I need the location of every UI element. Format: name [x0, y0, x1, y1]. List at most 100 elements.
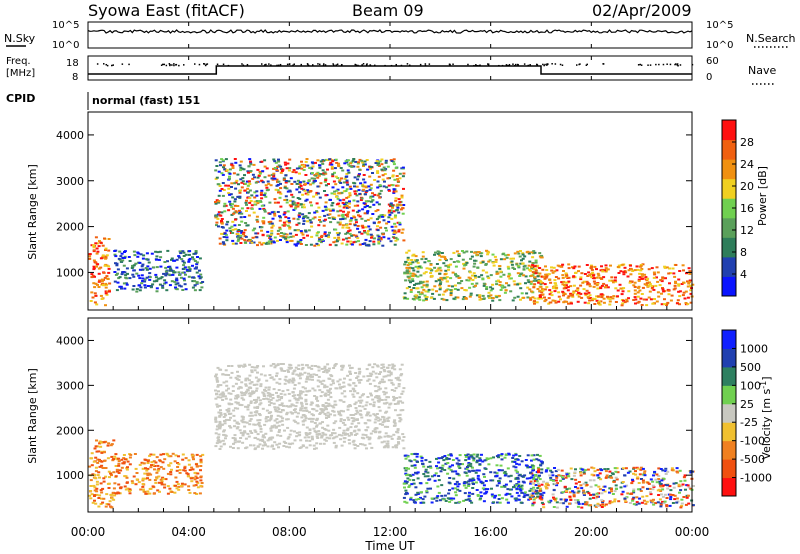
power-echo-pixel — [509, 290, 513, 293]
power-echo-pixel — [396, 184, 400, 187]
velocity-echo-pixel — [214, 432, 218, 435]
velocity-echo-pixel — [326, 389, 330, 392]
velocity-echo-pixel — [404, 489, 408, 492]
velocity-echo-pixel — [495, 455, 499, 458]
velocity-echo-pixel — [368, 403, 372, 406]
power-echo-pixel — [335, 161, 339, 164]
power-echo-pixel — [569, 292, 573, 295]
velocity-echo-pixel — [398, 379, 402, 382]
velocity-echo-pixel — [590, 466, 594, 469]
velocity-echo-pixel — [315, 425, 318, 428]
velocity-echo-pixel — [552, 496, 555, 499]
velocity-echo-pixel — [389, 435, 393, 438]
power-echo-pixel — [304, 229, 307, 232]
velocity-echo-pixel — [316, 379, 320, 382]
velocity-echo-pixel — [304, 417, 308, 420]
power-echo-pixel — [372, 203, 376, 206]
velocity-echo-pixel — [222, 442, 226, 445]
power-echo-pixel — [262, 242, 266, 244]
power-echo-pixel — [159, 256, 163, 259]
velocity-echo-pixel — [324, 402, 328, 405]
power-echo-pixel — [484, 263, 488, 266]
velocity-echo-pixel — [99, 441, 103, 444]
power-echo-pixel — [100, 280, 104, 283]
velocity-echo-pixel — [453, 483, 457, 486]
power-echo-pixel — [229, 193, 233, 196]
velocity-echo-pixel — [291, 404, 295, 407]
velocity-echo-pixel — [241, 431, 245, 434]
power-echo-pixel — [229, 230, 233, 232]
power-echo-pixel — [282, 177, 286, 180]
power-echo-pixel — [271, 178, 275, 181]
power-echo-pixel — [538, 290, 542, 293]
power-echo-pixel — [395, 175, 399, 177]
velocity-echo-pixel — [437, 491, 441, 494]
velocity-echo-pixel — [114, 475, 118, 478]
nave-dot — [369, 64, 372, 67]
velocity-echo-pixel — [404, 454, 408, 457]
velocity-echo-pixel — [216, 366, 220, 369]
velocity-echo-pixel — [291, 395, 295, 397]
velocity-echo-pixel — [404, 457, 408, 460]
power-echo-pixel — [513, 268, 516, 270]
power-echo-pixel — [364, 200, 368, 203]
velocity-echo-pixel — [191, 468, 195, 471]
power-echo-pixel — [371, 172, 374, 174]
power-echo-pixel — [350, 217, 354, 220]
power-echo-pixel — [369, 233, 373, 236]
power-echo-pixel — [599, 300, 603, 303]
velocity-echo-pixel — [311, 438, 314, 441]
velocity-echo-pixel — [394, 387, 398, 390]
velocity-echo-pixel — [329, 383, 333, 386]
power-echo-pixel — [629, 264, 632, 267]
power-echo-pixel — [251, 177, 255, 180]
velocity-echo-pixel — [386, 434, 390, 437]
power-echo-pixel — [256, 168, 260, 171]
velocity-echo-pixel — [285, 405, 289, 408]
power-echo-pixel — [184, 288, 188, 291]
power-echo-pixel — [521, 253, 525, 256]
power-echo-pixel — [275, 184, 279, 187]
velocity-echo-pixel — [115, 468, 119, 471]
nave-dot — [479, 64, 481, 66]
power-echo-pixel — [393, 230, 397, 233]
velocity-echo-pixel — [669, 498, 673, 501]
velocity-echo-pixel — [363, 444, 367, 447]
velocity-echo-pixel — [290, 379, 294, 382]
power-echo-pixel — [673, 284, 677, 287]
power-echo-pixel — [254, 232, 258, 235]
velocity-echo-pixel — [90, 464, 94, 467]
power-echo-pixel — [410, 259, 414, 261]
power-echo-pixel — [306, 164, 310, 167]
velocity-echo-pixel — [369, 432, 373, 435]
power-echo-pixel — [452, 297, 456, 300]
power-echo-pixel — [419, 282, 423, 285]
power-echo-pixel — [279, 182, 282, 185]
velocity-echo-pixel — [301, 386, 305, 389]
power-echo-pixel — [148, 272, 152, 275]
power-echo-pixel — [151, 283, 155, 286]
power-echo-pixel — [520, 272, 524, 275]
nsky-tick-bottom: 10^0 — [52, 40, 79, 51]
power-echo-pixel — [349, 219, 353, 222]
power-echo-pixel — [372, 222, 376, 225]
nave-dot — [261, 63, 263, 65]
velocity-echo-pixel — [304, 398, 308, 401]
power-echo-pixel — [195, 271, 199, 274]
velocity-echo-pixel — [235, 421, 239, 424]
velocity-echo-pixel — [422, 465, 426, 468]
power-echo-pixel — [598, 303, 602, 306]
power-echo-pixel — [287, 221, 291, 224]
nave-dot — [639, 63, 641, 66]
velocity-echo-pixel — [358, 405, 362, 408]
velocity-echo-pixel — [275, 381, 279, 384]
power-colorbar-tick-label: 28 — [740, 136, 754, 149]
power-colorbar-tick-label: 4 — [740, 268, 747, 281]
power-echo-pixel — [379, 238, 383, 241]
power-echo-pixel — [633, 286, 637, 288]
power-echo-pixel — [409, 263, 413, 266]
velocity-echo-pixel — [107, 442, 111, 445]
velocity-echo-pixel — [541, 503, 545, 506]
velocity-echo-pixel — [555, 476, 559, 479]
velocity-echo-pixel — [295, 431, 299, 434]
